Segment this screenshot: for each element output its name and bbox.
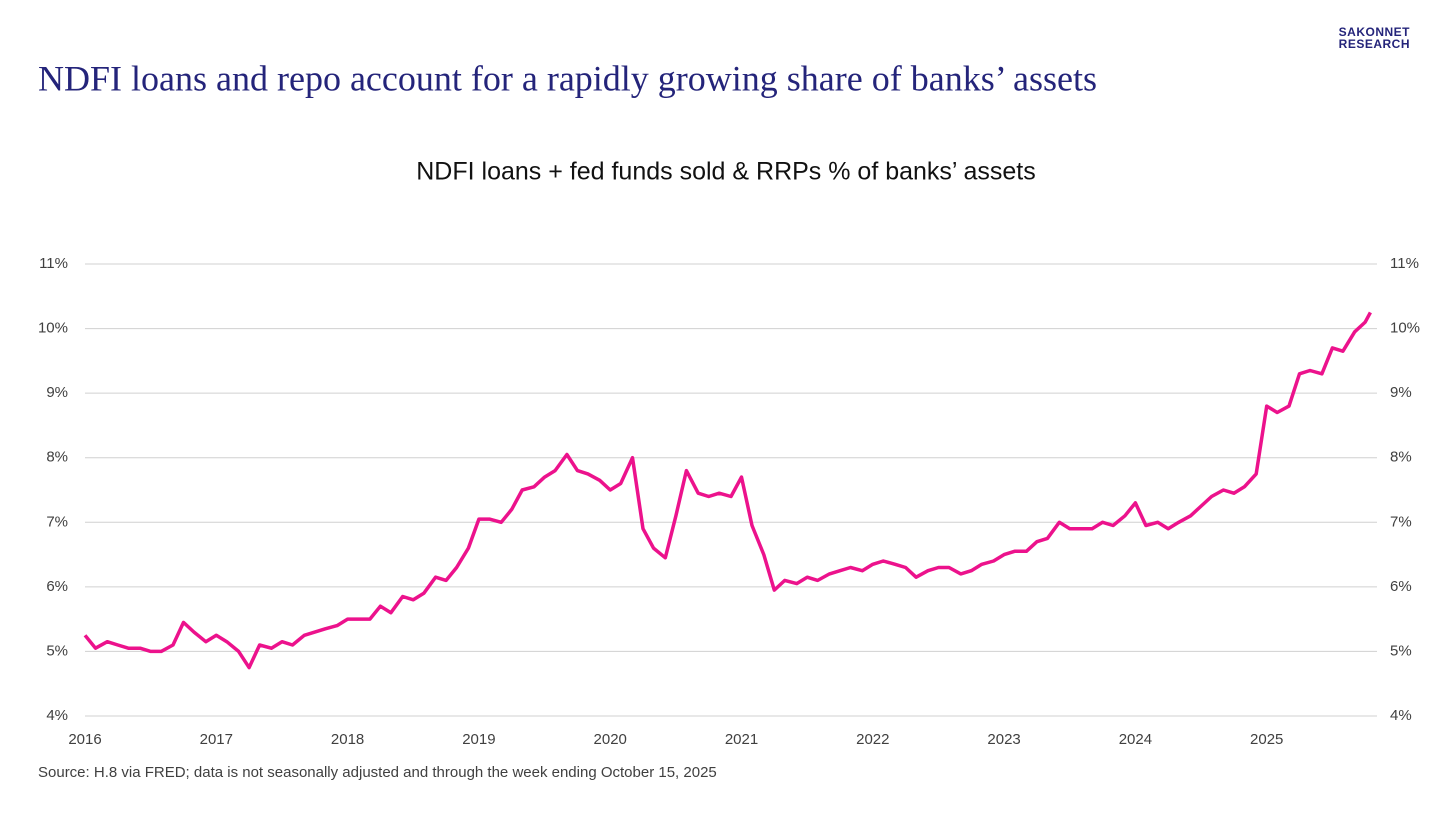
y-tick-label: 7% bbox=[46, 513, 68, 530]
x-tick-label: 2017 bbox=[200, 731, 233, 748]
y-tick-label: 8% bbox=[46, 449, 68, 466]
y2-tick-label: 8% bbox=[1390, 449, 1412, 466]
x-tick-label: 2019 bbox=[462, 731, 495, 748]
line-series bbox=[83, 311, 1372, 670]
brand: SAKONNET bbox=[1339, 25, 1411, 39]
y2-tick-label: 6% bbox=[1390, 578, 1412, 595]
x-tick-label: 2022 bbox=[856, 731, 889, 748]
x-tick-label: 2021 bbox=[725, 731, 758, 748]
y-tick-label: 11% bbox=[39, 255, 68, 272]
y2-tick-label: 4% bbox=[1390, 707, 1412, 724]
y2-tick-label: 9% bbox=[1390, 384, 1412, 401]
page-title: NDFI loans and repo account for a rapidl… bbox=[38, 58, 1097, 98]
x-tick-label: 2024 bbox=[1119, 731, 1152, 748]
source: Source: H.8 via FRED; data is not season… bbox=[38, 764, 717, 781]
y-tick-label: 6% bbox=[46, 578, 68, 595]
y2-tick-label: 10% bbox=[1390, 320, 1420, 337]
chart-title: NDFI loans + fed funds sold & RRPs % of … bbox=[416, 158, 1036, 186]
y-tick-label: 10% bbox=[38, 320, 68, 337]
y2-tick-label: 11% bbox=[1390, 255, 1419, 272]
x-tick-label: 2018 bbox=[331, 731, 364, 748]
y-tick-label: 4% bbox=[46, 707, 68, 724]
y-tick-label: 5% bbox=[46, 642, 68, 659]
brand: RESEARCH bbox=[1339, 37, 1410, 51]
x-tick-label: 2016 bbox=[68, 731, 101, 748]
x-tick-label: 2025 bbox=[1250, 731, 1283, 748]
y-tick-label: 9% bbox=[46, 384, 68, 401]
x-tick-label: 2020 bbox=[594, 731, 627, 748]
y2-tick-label: 5% bbox=[1390, 642, 1412, 659]
y2-tick-label: 7% bbox=[1390, 513, 1412, 530]
x-tick-label: 2023 bbox=[987, 731, 1020, 748]
